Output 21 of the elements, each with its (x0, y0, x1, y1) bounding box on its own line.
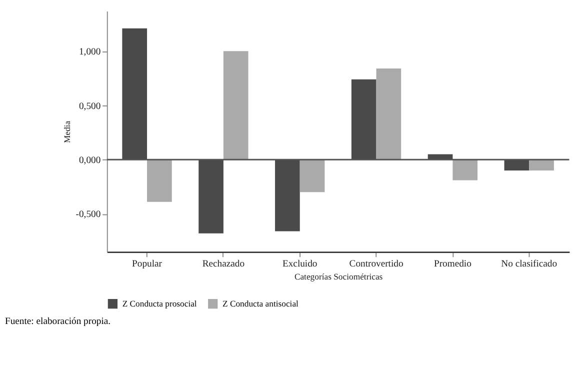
legend-label: Z Conducta antisocial (222, 298, 300, 309)
y-tick-label: 0,500 (78, 100, 101, 112)
x-tick-label: Controvertido (349, 258, 404, 270)
y-tick-label: 0,000 (78, 154, 101, 166)
x-axis-title: Categorías Sociométricas (294, 271, 384, 282)
x-tick-label: No clasificado (501, 258, 558, 270)
bar (529, 160, 554, 170)
y-tick-label: 1,000 (78, 46, 101, 58)
bar (376, 68, 402, 160)
x-tick-label: Promedio (434, 258, 472, 270)
source-note: Fuente: elaboración propia. (4, 316, 111, 328)
x-tick-label: Popular (132, 258, 163, 270)
x-tick-label: Excluido (282, 258, 318, 270)
bar (452, 160, 478, 180)
legend-label: Z Conducta prosocial (122, 298, 198, 309)
x-tick-label: Rechazado (202, 258, 245, 270)
y-axis-title: Media (62, 120, 72, 143)
bar (223, 51, 248, 160)
bar (300, 160, 325, 192)
y-tick-label: -0,500 (76, 209, 101, 220)
bar (147, 160, 172, 202)
